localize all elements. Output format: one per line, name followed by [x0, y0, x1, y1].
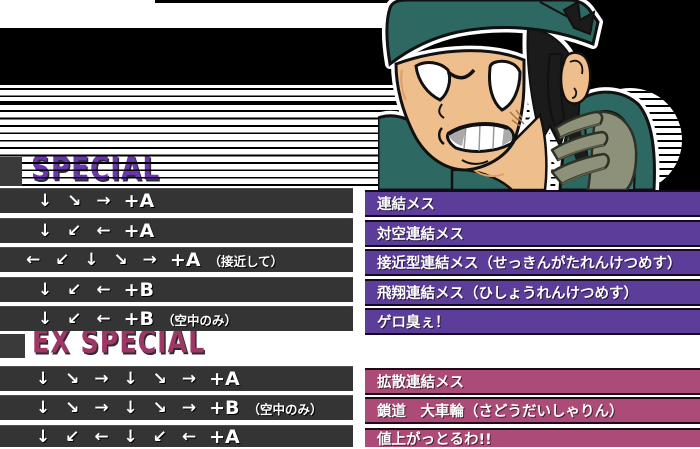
- input-button: +A: [209, 425, 240, 448]
- command-row: ↓ ↙ ← +B: [0, 277, 353, 302]
- hand-shading: [557, 123, 606, 185]
- move-name: 対空連結メス: [365, 220, 700, 247]
- move-name: ゲロ臭ぇ！: [365, 308, 700, 335]
- input-button: +A: [123, 190, 155, 212]
- input-button: +B: [123, 308, 154, 330]
- input-button: +A: [209, 368, 240, 390]
- command-row: ↓ ↙ ← ↓ ↙ ← +A: [0, 425, 353, 448]
- command-row: ↓ ↙ ← +A: [0, 218, 353, 243]
- hair-spikes: [562, 0, 596, 36]
- input-arrows: ← ↙ ↓ ↘ →: [26, 250, 160, 270]
- hand: [550, 110, 638, 190]
- command-row: ↓ ↘ → ↓ ↘ → +A: [0, 366, 353, 391]
- cap: [385, 0, 600, 67]
- command-row: ↓ ↘ → ↓ ↘ → +B （空中のみ）: [0, 395, 353, 420]
- top-decor-bar: [155, 0, 600, 3]
- special-section-title: SPECIAL: [31, 149, 161, 188]
- input-note: （接近して）: [208, 253, 284, 269]
- input-arrows: ↓ ↘ →: [38, 191, 114, 211]
- command-row: ← ↙ ↓ ↘ → +A （接近して）: [0, 247, 353, 272]
- input-arrows: ↓ ↙ ←: [38, 309, 114, 329]
- input-button: +A: [169, 249, 201, 271]
- move-name: 飛翔連結メス（ひしょうれんけつめす）: [365, 279, 700, 306]
- ex-special-section-marker: [0, 334, 25, 358]
- input-note: （空中のみ）: [161, 312, 237, 328]
- input-arrows: ↓ ↘ → ↓ ↘ →: [36, 398, 200, 418]
- input-arrows: ↓ ↙ ←: [38, 221, 114, 241]
- command-row: ↓ ↙ ← +B （空中のみ）: [0, 306, 353, 331]
- input-button: +B: [123, 279, 154, 301]
- input-button: +A: [123, 220, 155, 242]
- move-name: 鎖道 大車輪（さどうだいしゃりん）: [365, 397, 700, 424]
- input-note: （空中のみ）: [247, 401, 323, 417]
- move-name: 拡散連結メス: [365, 368, 700, 395]
- brow-bridge: [446, 68, 476, 80]
- move-name: 接近型連結メス（せっきんがたれんけつめす）: [365, 249, 700, 276]
- input-arrows: ↓ ↙ ←: [38, 280, 114, 300]
- input-arrows: ↓ ↙ ← ↓ ↙ ←: [36, 426, 200, 447]
- ear-inner: [569, 59, 584, 99]
- character-portrait: [378, 0, 700, 190]
- input-arrows: ↓ ↘ → ↓ ↘ →: [36, 369, 200, 389]
- input-button: +B: [209, 397, 240, 419]
- move-name: 値上がっとるわ!!: [365, 428, 700, 448]
- command-row: ↓ ↘ → +A: [0, 188, 353, 213]
- move-name: 連結メス: [365, 190, 700, 217]
- special-section-marker: [0, 157, 22, 186]
